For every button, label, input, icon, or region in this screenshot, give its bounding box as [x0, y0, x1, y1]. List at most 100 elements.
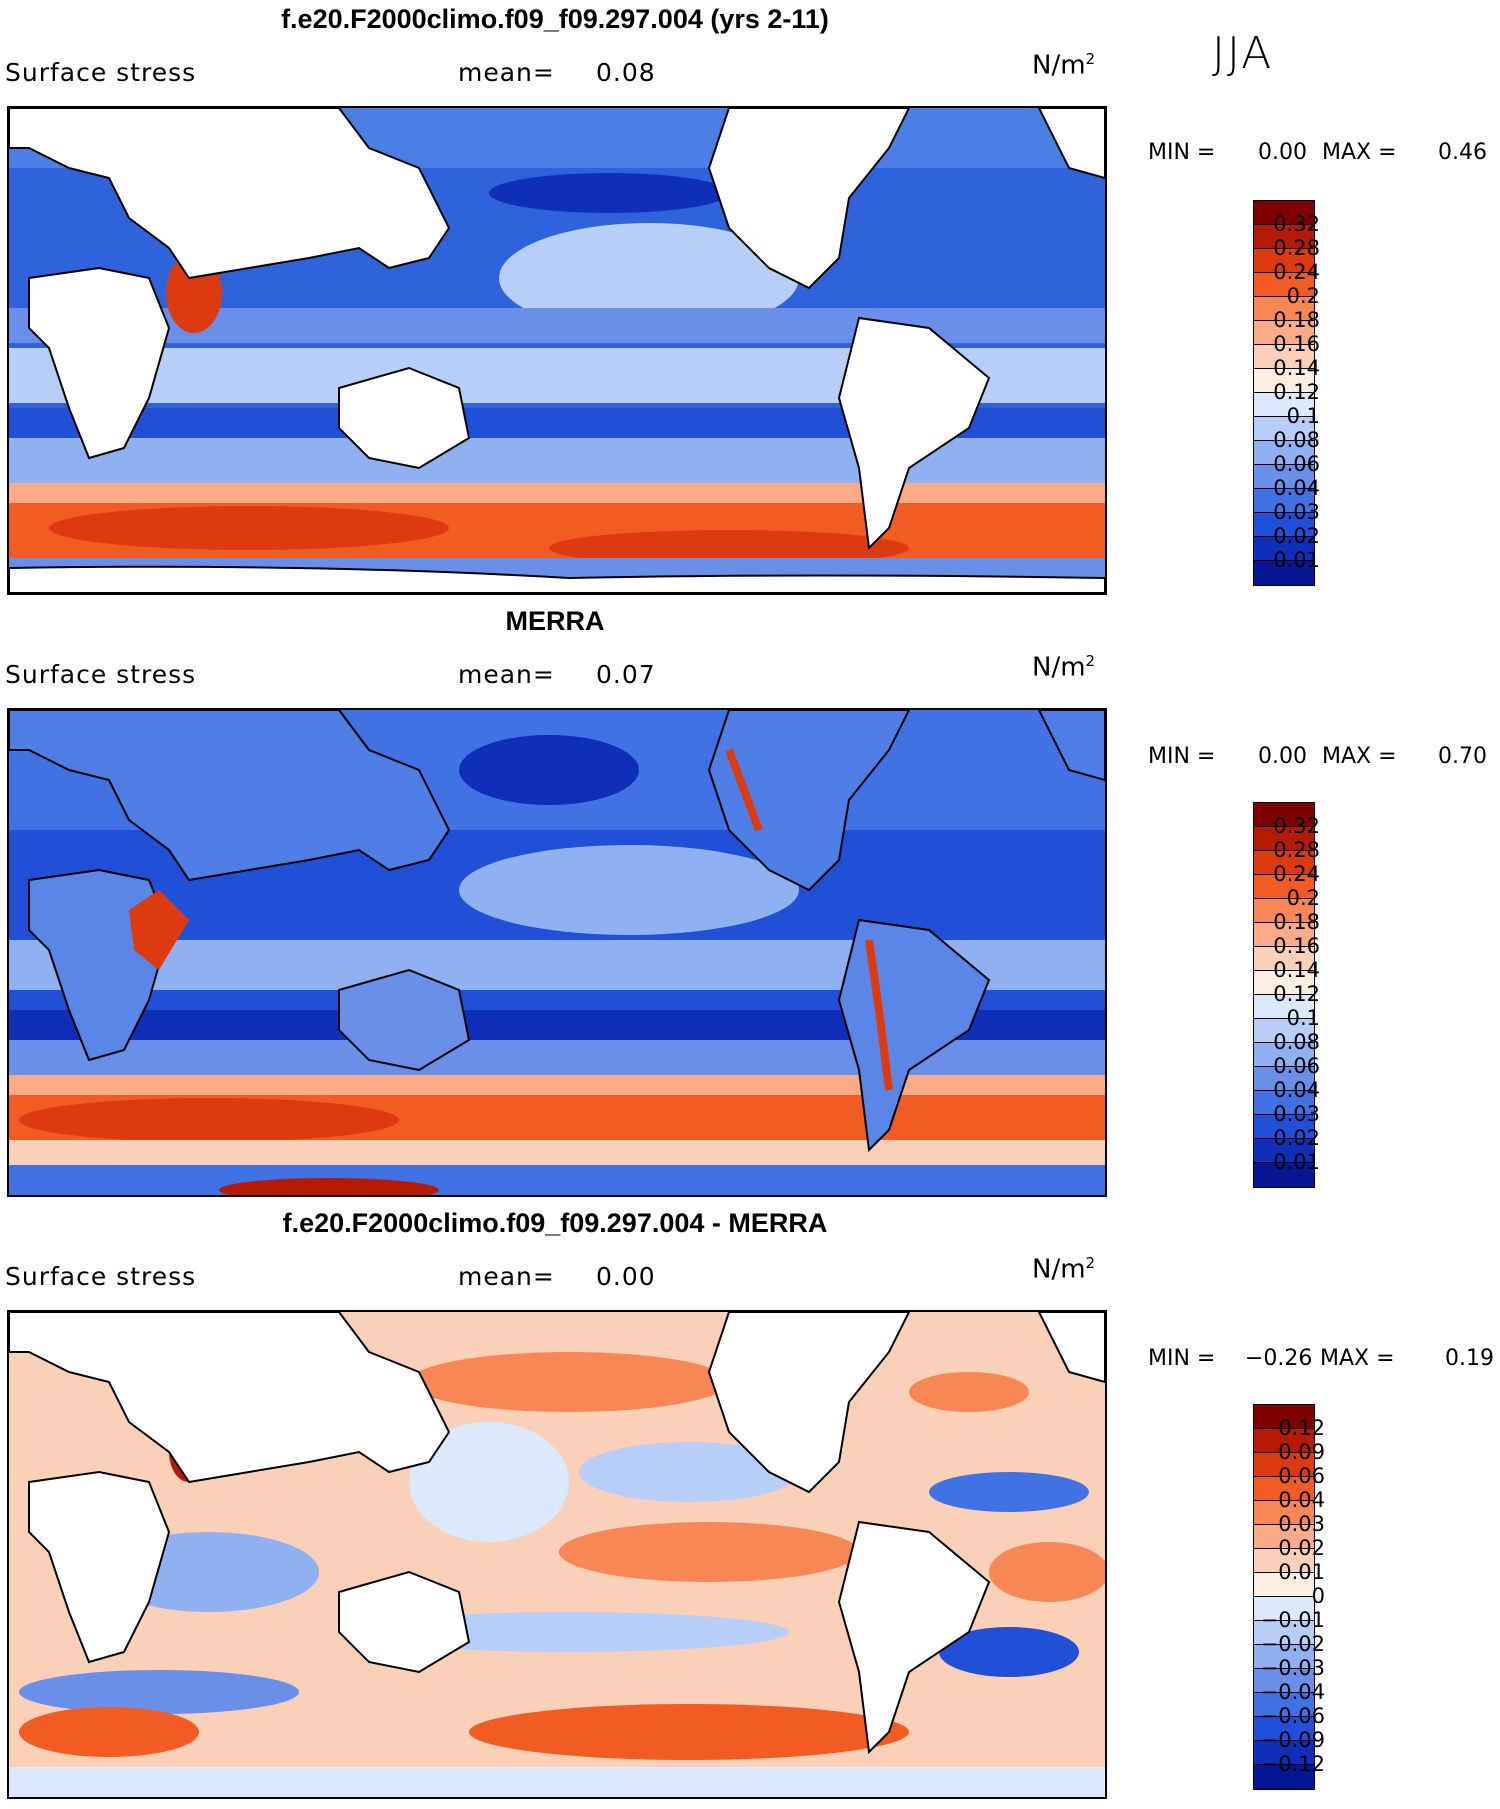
panel-2-colorbar — [1253, 802, 1315, 1188]
panel-3-mean-label: mean= — [458, 1262, 555, 1291]
panel-3-cb-label: 0.03 — [1278, 1512, 1325, 1536]
panel-1-map — [7, 106, 1107, 595]
panel-1-cb-label: 0.24 — [1273, 260, 1320, 284]
panel-1-cb-label: 0.1 — [1286, 404, 1320, 428]
panel-2-unit: N/m2 — [1032, 652, 1096, 683]
panel-3-map-svg — [9, 1312, 1105, 1797]
season-label: JJA — [1212, 28, 1274, 79]
panel-1-cb-label: 0.16 — [1273, 332, 1320, 356]
panel-2-cb-label: 0.28 — [1273, 838, 1320, 862]
panel-2-swatch — [1254, 1043, 1314, 1067]
panel-3-cb-label: 0.12 — [1278, 1416, 1325, 1440]
panel-3-cb-label: −0.03 — [1260, 1656, 1325, 1680]
panel-3-variable: Surface stress — [5, 1262, 197, 1291]
panel-2-swatch — [1254, 899, 1314, 923]
panel-1-swatch — [1254, 297, 1314, 321]
panel-1-min-label: MIN = — [1148, 140, 1216, 165]
panel-1-min-value: 0.00 — [1258, 140, 1307, 165]
panel-1-cb-label: 0.18 — [1273, 308, 1320, 332]
panel-1-cb-label: 0.01 — [1273, 548, 1320, 572]
panel-3-cb-label: 0.01 — [1278, 1560, 1325, 1584]
panel-3-mean-value: 0.00 — [596, 1262, 656, 1291]
panel-3-cb-label: −0.06 — [1260, 1704, 1325, 1728]
panel-1-unit: N/m2 — [1032, 50, 1096, 81]
panel-3-swatch — [1254, 1741, 1314, 1765]
panel-1-swatch — [1254, 513, 1314, 537]
panel-1-swatch — [1254, 273, 1314, 297]
panel-2-swatch — [1254, 1115, 1314, 1139]
panel-2-swatch — [1254, 947, 1314, 971]
panel-1-cb-label: 0.12 — [1273, 380, 1320, 404]
panel-3-cb-label: 0 — [1311, 1584, 1325, 1608]
panel-2-swatch — [1254, 1163, 1314, 1187]
panel-3-min-value: −0.26 — [1245, 1346, 1313, 1371]
panel-1-mean-label: mean= — [458, 58, 555, 87]
panel-3-max-value: 0.19 — [1445, 1346, 1494, 1371]
panel-2-swatch — [1254, 803, 1314, 827]
panel-1-swatch — [1254, 345, 1314, 369]
panel-3-swatch — [1254, 1645, 1314, 1669]
panel-1-cb-label: 0.08 — [1273, 428, 1320, 452]
panel-1-mean-value: 0.08 — [596, 58, 656, 87]
panel-2-map — [7, 708, 1107, 1197]
panel-1-swatch — [1254, 561, 1314, 585]
panel-3-unit: N/m2 — [1032, 1254, 1096, 1285]
panel-1-cb-label: 0.06 — [1273, 452, 1320, 476]
panel-3-cb-label: 0.04 — [1278, 1488, 1325, 1512]
panel-2-cb-label: 0.08 — [1273, 1030, 1320, 1054]
panel-2-cb-label: 0.18 — [1273, 910, 1320, 934]
panel-3-cb-label: −0.01 — [1260, 1608, 1325, 1632]
panel-2-cb-label: 0.14 — [1273, 958, 1320, 982]
panel-2-cb-label: 0.24 — [1273, 862, 1320, 886]
panel-3-swatch — [1254, 1573, 1314, 1597]
panel-2-swatch — [1254, 1019, 1314, 1043]
panel-1-swatch — [1254, 249, 1314, 273]
panel-2-swatch — [1254, 995, 1314, 1019]
panel-3-swatch — [1254, 1717, 1314, 1741]
panel-2-mean-value: 0.07 — [596, 660, 656, 689]
panel-1-swatch — [1254, 225, 1314, 249]
panel-2-swatch — [1254, 971, 1314, 995]
panel-2-cb-label: 0.06 — [1273, 1054, 1320, 1078]
panel-3-swatch — [1254, 1549, 1314, 1573]
panel-1-swatch — [1254, 321, 1314, 345]
panel-2-cb-label: 0.2 — [1286, 886, 1320, 910]
panel-1-swatch — [1254, 417, 1314, 441]
panel-3-min-label: MIN = — [1148, 1346, 1216, 1371]
panel-1-swatch — [1254, 441, 1314, 465]
panel-3-swatch — [1254, 1597, 1314, 1621]
panel-3-swatch — [1254, 1693, 1314, 1717]
panel-2-min-label: MIN = — [1148, 744, 1216, 769]
panel-2-swatch — [1254, 827, 1314, 851]
panel-2-swatch — [1254, 1139, 1314, 1163]
panel-1-cb-label: 0.2 — [1286, 284, 1320, 308]
panel-2-swatch — [1254, 851, 1314, 875]
panel-3-swatch — [1254, 1765, 1314, 1789]
panel-1-swatch — [1254, 201, 1314, 225]
panel-2-swatch — [1254, 923, 1314, 947]
panel-1-map-svg — [9, 108, 1105, 593]
panel-2-cb-label: 0.16 — [1273, 934, 1320, 958]
panel-3-swatch — [1254, 1429, 1314, 1453]
panel-2-title: MERRA — [505, 606, 605, 636]
panel-2-map-svg — [9, 710, 1105, 1195]
panel-3-swatch — [1254, 1405, 1314, 1429]
panel-1-swatch — [1254, 489, 1314, 513]
panel-3-cb-label: 0.06 — [1278, 1464, 1325, 1488]
panel-3-cb-label: −0.09 — [1260, 1728, 1325, 1752]
panel-1-swatch — [1254, 537, 1314, 561]
panel-2-variable: Surface stress — [5, 660, 197, 689]
panel-1-cb-label: 0.04 — [1273, 476, 1320, 500]
panel-3-cb-label: −0.04 — [1260, 1680, 1325, 1704]
panel-2-mean-label: mean= — [458, 660, 555, 689]
panel-2-cb-label: 0.03 — [1273, 1102, 1320, 1126]
panel-1-swatch — [1254, 369, 1314, 393]
panel-2-cb-label: 0.32 — [1273, 814, 1320, 838]
panel-1-variable: Surface stress — [5, 58, 197, 87]
panel-1-cb-label: 0.02 — [1273, 524, 1320, 548]
panel-1-swatch — [1254, 393, 1314, 417]
panel-2-swatch — [1254, 875, 1314, 899]
panel-2-cb-label: 0.04 — [1273, 1078, 1320, 1102]
panel-2-cb-label: 0.01 — [1273, 1150, 1320, 1174]
panel-2-min-value: 0.00 — [1258, 744, 1307, 769]
